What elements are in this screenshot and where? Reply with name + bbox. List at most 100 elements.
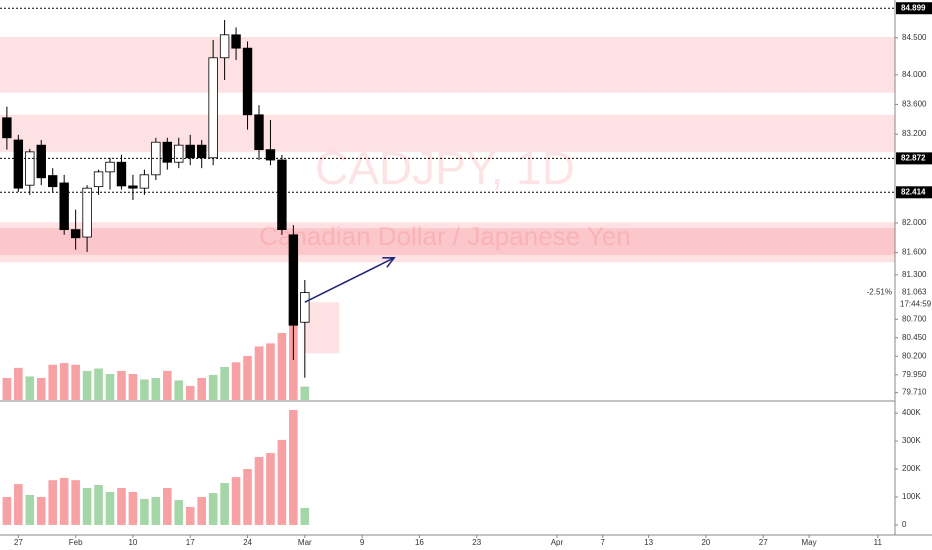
candle-body <box>196 144 207 159</box>
volume-overlay-bar <box>197 377 206 400</box>
zone <box>0 37 895 93</box>
x-tick-label: Apr <box>551 538 564 547</box>
y-tick-label: 83.200 <box>902 129 927 138</box>
volume-bar <box>140 498 149 525</box>
candle-body <box>48 175 58 188</box>
volume-bar <box>289 409 298 525</box>
volume-bar <box>300 507 310 525</box>
watermark-description: Canadian Dollar / Japanese Yen <box>259 221 631 251</box>
level-label: 84.899 <box>901 3 926 12</box>
y-tick-label: 82.000 <box>902 218 927 227</box>
volume-tick-label: 0 <box>902 520 907 529</box>
y-tick-label: 79.710 <box>902 388 927 397</box>
volume-bar <box>36 496 46 525</box>
x-tick-label: 20 <box>701 538 710 547</box>
candle-body <box>300 292 310 323</box>
level-label: 82.414 <box>901 187 926 196</box>
candle-body <box>288 234 299 326</box>
volume-bar <box>151 496 161 525</box>
volume-tick-label: 400K <box>902 408 921 417</box>
volume-bar <box>128 491 138 525</box>
volume-bar <box>14 484 23 525</box>
volume-bar <box>2 496 12 525</box>
volume-bar <box>94 484 103 525</box>
volume-overlay-bar <box>163 370 172 400</box>
volume-overlay-bar <box>14 367 23 400</box>
zones <box>0 37 895 263</box>
x-tick-label: 9 <box>360 538 365 547</box>
zone <box>0 114 895 152</box>
candle-body <box>59 182 69 231</box>
candle-body <box>219 34 230 59</box>
x-tick-label: 7 <box>601 538 606 547</box>
volume-overlay-bar <box>185 385 195 400</box>
volume-bar <box>197 496 206 525</box>
price-change-label: -2.51% <box>867 287 892 296</box>
candle-body <box>70 229 81 239</box>
level-label-box <box>896 2 932 15</box>
x-tick-label: 13 <box>644 538 653 547</box>
arrow-head <box>382 257 396 268</box>
volume-bar <box>266 453 275 525</box>
candle-body <box>25 151 35 186</box>
candle-body <box>2 117 12 139</box>
volume-bar <box>277 439 287 525</box>
volume-overlay-bar <box>151 377 161 400</box>
level-label-box <box>896 152 932 165</box>
volume-bar <box>163 488 172 525</box>
x-tick-label: 23 <box>472 538 481 547</box>
x-tick-label: Feb <box>69 538 83 547</box>
volume-bar <box>254 456 264 525</box>
level-label-box <box>896 186 932 199</box>
volume-overlay-bar <box>25 376 35 400</box>
volume-bar <box>71 480 80 525</box>
candle-body <box>185 144 195 159</box>
volume-overlay-bar <box>243 355 252 400</box>
volume-bar <box>243 469 252 525</box>
volume-bar <box>59 477 69 525</box>
x-tick-label: 17 <box>186 538 195 547</box>
volume-tick-label: 100K <box>902 492 921 501</box>
y-tick-label: 80.700 <box>902 314 927 323</box>
volume-overlay-bar <box>277 333 287 400</box>
x-tick-label: May <box>801 538 816 547</box>
current-price-label: 81.063 <box>902 287 927 296</box>
x-tick-label: 16 <box>415 538 424 547</box>
y-tick-label: 80.200 <box>902 351 927 360</box>
volume-tick-label: 200K <box>902 464 921 473</box>
countdown-label: 17:44:59 <box>900 299 932 308</box>
volume-bar <box>117 488 126 525</box>
candle-body <box>93 171 104 188</box>
x-tick-label: 11 <box>874 538 883 547</box>
volume-overlay-bar <box>208 374 218 400</box>
volume-overlay-bar <box>71 364 80 400</box>
volume-overlay-bar <box>220 366 229 400</box>
volume-bar <box>231 477 241 525</box>
arrow <box>304 257 395 303</box>
candle-body <box>116 161 127 187</box>
candle-body <box>162 141 173 163</box>
volume-bar <box>48 480 58 525</box>
y-tick-label: 84.500 <box>902 33 927 42</box>
candle-body <box>242 47 253 116</box>
y-tick-label: 79.950 <box>902 370 927 379</box>
candle-body <box>36 144 46 179</box>
zone <box>0 228 895 255</box>
candle-body <box>105 161 115 173</box>
watermark-symbol: CADJPY, 1D <box>315 142 575 194</box>
volume-overlay-bar <box>94 368 103 400</box>
volume-bar <box>185 507 195 525</box>
volume-overlay-bar <box>82 370 92 400</box>
level-label: 82.872 <box>901 153 926 162</box>
candle-body <box>139 174 150 189</box>
x-tick-label: 24 <box>243 538 252 547</box>
candle-body <box>265 149 276 161</box>
x-tick-label: Mar <box>298 538 312 547</box>
zone <box>0 222 895 263</box>
volume-tick-label: 300K <box>902 436 921 445</box>
volume-overlay-bar <box>59 362 69 400</box>
volume-bar <box>105 491 115 525</box>
candle-body <box>13 139 24 189</box>
